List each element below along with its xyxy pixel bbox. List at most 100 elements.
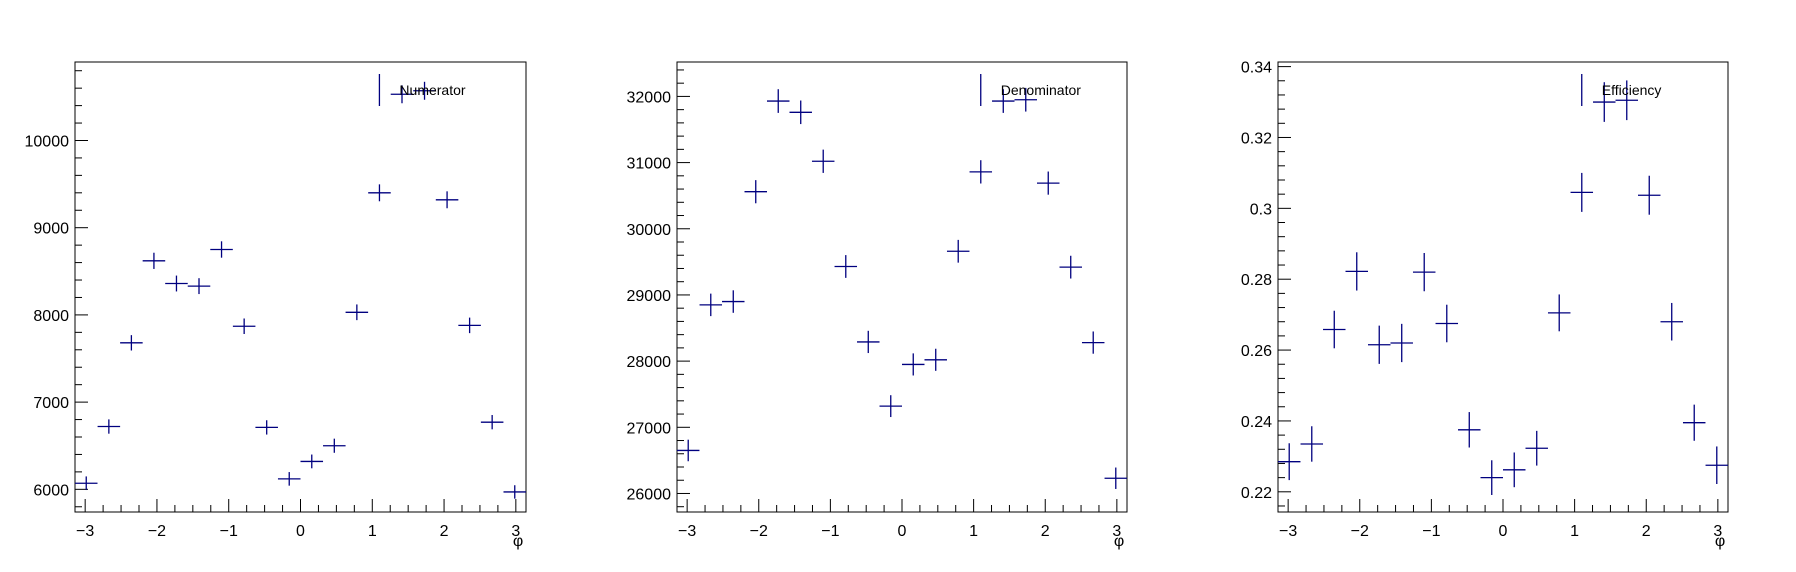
denominator-legend-label: Denominator [1001,82,1081,98]
efficiency-data-point [1390,323,1413,363]
denominator-y-tick-label: 32000 [627,89,672,106]
numerator-data-point [142,252,166,269]
denominator-data-point [1081,331,1105,354]
numerator-data-point [232,318,256,335]
efficiency-x-tick-label: 3 [1713,523,1722,540]
denominator-y-tick-label: 31000 [627,156,672,173]
efficiency-data-point [1300,426,1324,462]
numerator-data-point [435,191,459,209]
denominator-y-tick-label: 28000 [627,354,672,371]
denominator-data-point [1104,467,1128,489]
numerator-data-point [345,304,369,321]
denominator-data-point [946,239,970,263]
efficiency-data-point [1525,430,1548,466]
numerator-x-tick-label: 3 [511,523,520,540]
numerator-data-point [120,335,143,351]
denominator-data-point [879,395,902,418]
denominator-data-point [699,293,723,317]
numerator-data-point [323,438,346,453]
denominator-y-tick-label: 29000 [627,288,672,305]
numerator-panel: −3 −2 −1 0 1 2 3 6000 7000 8000 9000 10000 φ Numerato… [25,61,527,550]
efficiency-data-point [1503,452,1526,488]
denominator-y-tick-label: 30000 [627,222,672,239]
denominator-x-tick-label: −2 [750,523,768,540]
denominator-data-point [1014,87,1038,112]
efficiency-data-point [1277,443,1301,481]
efficiency-x-tick-label: 0 [1499,523,1508,540]
numerator-data-point [165,275,188,292]
denominator-data-point [766,89,790,113]
numerator-data-point [255,420,278,435]
efficiency-y-tick-label: 0.26 [1241,343,1272,360]
numerator-data-point [210,241,233,258]
numerator-y-tick-label: 10000 [25,133,70,150]
efficiency-x-tick-label: 2 [1642,523,1651,540]
efficiency-data-point [1593,82,1616,122]
numerator-x-axis-title: φ [513,533,523,550]
denominator-x-tick-label: −1 [821,523,839,540]
efficiency-y-tick-label: 0.34 [1241,60,1272,77]
numerator-y-tick-label: 7000 [33,395,69,412]
denominator-data-point [924,348,947,371]
numerator-y-tick-label: 8000 [33,308,69,325]
numerator-data-point [74,476,98,491]
efficiency-y-tick-label: 0.32 [1241,130,1272,147]
denominator-data-point [744,180,767,204]
denominator-x-tick-label: 0 [898,523,907,540]
denominator-data-point [969,160,993,184]
denominator-data-point [676,439,700,462]
efficiency-data-point [1547,294,1571,332]
denominator-y-tick-label: 26000 [627,486,672,503]
efficiency-data-point [1435,304,1459,343]
numerator-x-tick-label: 1 [368,523,377,540]
denominator-x-tick-label: 2 [1041,523,1050,540]
numerator-y-tick-label: 9000 [33,221,69,238]
efficiency-data-point [1367,325,1391,364]
efficiency-data-point [1480,460,1503,495]
denominator-x-tick-label: −3 [678,523,696,540]
efficiency-x-axis-title: φ [1715,533,1725,550]
efficiency-data-point [1412,252,1436,292]
efficiency-data-point [1615,80,1639,121]
efficiency-y-tick-label: 0.24 [1241,414,1272,431]
numerator-x-tick-label: 0 [296,523,305,540]
denominator-data-point [1037,171,1060,195]
numerator-data-point [390,85,414,104]
numerator-x-tick-label: −2 [148,523,166,540]
efficiency-y-tick-label: 0.28 [1241,272,1272,289]
efficiency-x-tick-label: −2 [1351,523,1369,540]
numerator-data-point [187,278,211,295]
efficiency-x-tick-label: −3 [1279,523,1297,540]
numerator-data-point [413,81,436,100]
efficiency-data-point [1660,302,1683,341]
efficiency-panel: −3 −2 −1 0 1 2 3 0.22 0.24 0.26 0.28 0.3 0.32 0.34 φ Ef… [1241,60,1729,550]
denominator-data-point [992,89,1015,113]
efficiency-x-tick-label: −1 [1422,523,1440,540]
denominator-data-point [834,255,858,278]
numerator-x-tick-label: −3 [76,523,94,540]
numerator-y-tick-label: 6000 [33,482,69,499]
efficiency-data-point [1638,175,1661,215]
denominator-y-tick-label: 27000 [627,420,672,437]
denominator-x-tick-label: 3 [1112,523,1121,540]
numerator-data-point [368,184,391,202]
numerator-legend-label: Numerator [399,82,465,98]
denominator-data-point [857,330,880,354]
numerator-x-tick-label: 2 [440,523,449,540]
denominator-data-point [902,353,925,376]
numerator-data-point [277,472,301,486]
efficiency-data-point [1705,446,1729,485]
numerator-data-point [458,317,481,334]
denominator-x-tick-label: 1 [969,523,978,540]
efficiency-data-point [1682,404,1706,441]
numerator-data-point [300,454,324,469]
numerator-x-tick-label: −1 [220,523,238,540]
numerator-data-point [480,415,504,430]
efficiency-legend-label: Efficiency [1602,82,1662,98]
efficiency-x-tick-label: 1 [1570,523,1579,540]
efficiency-data-point [1570,172,1594,212]
efficiency-y-tick-label: 0.3 [1250,201,1272,218]
numerator-data-point [97,419,121,434]
